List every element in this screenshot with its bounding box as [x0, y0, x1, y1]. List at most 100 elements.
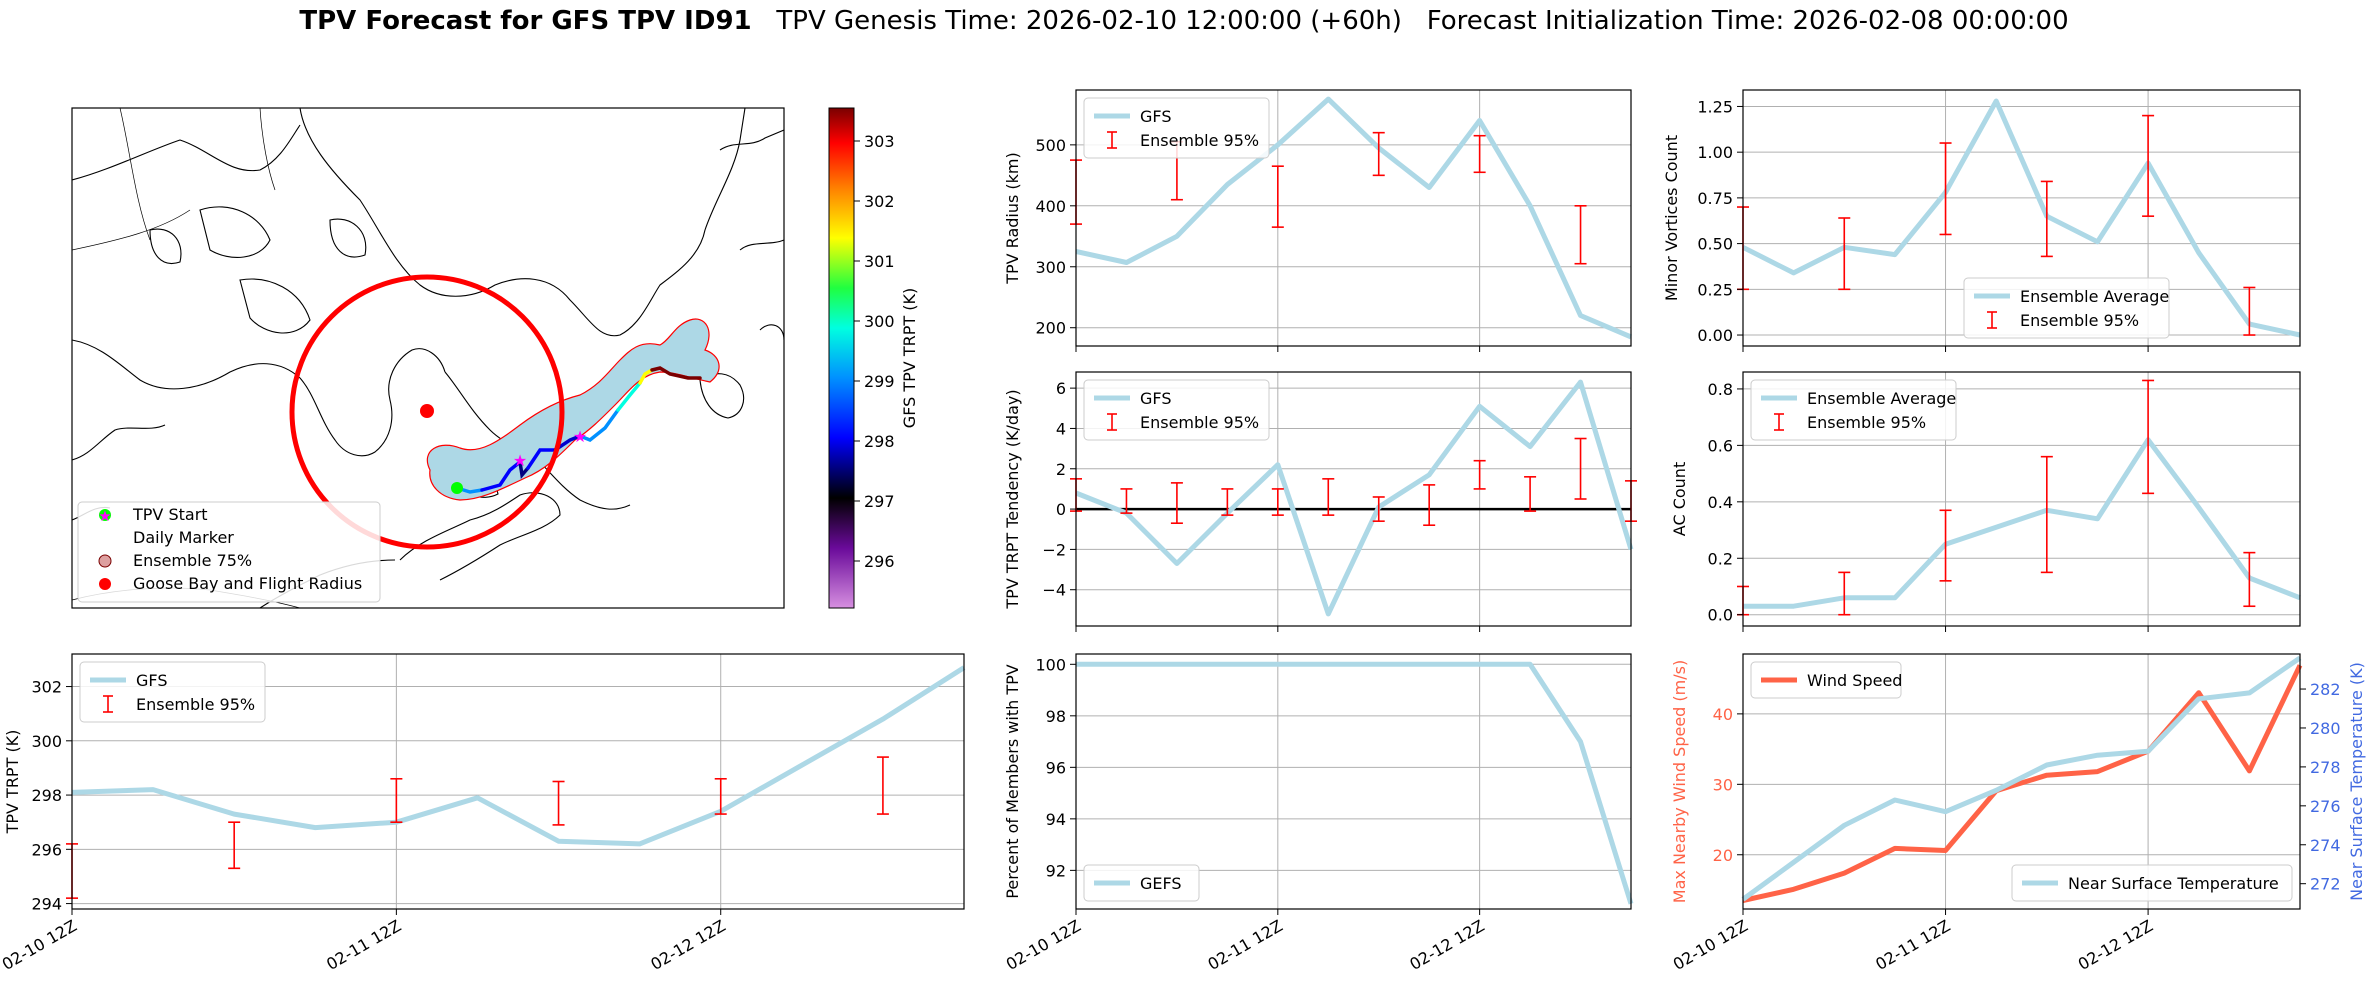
chart-wind: 20 30 40 Max Nearby Wind Speed (m/s) 272 274 2…	[1670, 653, 2366, 974]
map-legend-label: Goose Bay and Flight Radius	[133, 574, 362, 593]
y-tick-label: 96	[1046, 758, 1066, 777]
x-tick-label: 02-12 12Z	[647, 916, 728, 974]
flight-radius-circle	[289, 274, 565, 550]
errorbar	[2142, 114, 2155, 217]
legend: Ensemble Average Ensemble 95%	[1963, 277, 2170, 339]
errorbar	[2243, 286, 2256, 336]
map-panel: ★ ★ ★ TPV Start Daily Marker Ensemble 75…	[71, 107, 919, 609]
errorbar	[1524, 476, 1537, 512]
errorbar	[1574, 205, 1587, 265]
y-tick-label: 0.6	[1708, 436, 1733, 455]
colorbar-tick-label: 302	[864, 192, 895, 211]
colorbar-tick-label: 298	[864, 432, 895, 451]
x-tick-label: 02-10 12Z	[1670, 916, 1751, 974]
x-tick-label: 02-11 12Z	[1205, 916, 1286, 974]
y-tick-label: 0.50	[1697, 235, 1733, 254]
errorbar	[1271, 488, 1284, 516]
x-tick-label: 02-11 12Z	[323, 916, 404, 974]
plot-frame	[1075, 653, 1632, 910]
legend: GEFS	[1083, 864, 1200, 902]
y-tick-label: 1.25	[1697, 97, 1733, 116]
y-tick-label: 0.2	[1708, 549, 1733, 568]
y-tick-label: 500	[1035, 136, 1066, 155]
y-tick-label: 302	[31, 678, 62, 697]
errorbar	[1322, 478, 1335, 516]
coastline-hudson-bay	[72, 339, 446, 457]
y-tick-label: 30	[1713, 775, 1733, 794]
errorbar	[1939, 509, 1952, 582]
plot-frame	[1742, 653, 2301, 910]
coastline-europe	[699, 129, 784, 419]
y-tick-label: 40	[1713, 705, 1733, 724]
series-line-ensemble-average	[1741, 98, 2301, 338]
legend-label: GEFS	[1140, 874, 1182, 893]
errorbar	[1170, 482, 1183, 524]
tpv-track	[455, 366, 702, 494]
tpv-start-marker	[451, 482, 463, 494]
y-tick-label: 4	[1056, 419, 1066, 438]
y2-tick-label: 280	[2310, 719, 2341, 738]
plot-frame	[1075, 371, 1632, 627]
series-line-near-surface-temperature	[1741, 655, 2302, 902]
errorbar	[2040, 455, 2053, 574]
y-tick-label: 0	[1056, 500, 1066, 519]
y-tick-label: 294	[31, 895, 62, 914]
colorbar-tick-label: 300	[864, 312, 895, 331]
errorbar	[1120, 488, 1133, 514]
errorbar	[1271, 165, 1284, 228]
ensemble-75-region	[426, 318, 720, 501]
y-tick-label: 20	[1713, 846, 1733, 865]
title-init: Forecast Initialization Time: 2026-02-08…	[1426, 6, 2069, 36]
x-tick-label: 02-12 12Z	[2075, 916, 2156, 974]
y-tick-label: 100	[1035, 655, 1066, 674]
y2-tick-label: 276	[2310, 797, 2341, 816]
y-axis-label: AC Count	[1670, 462, 1689, 536]
daily-marker: ★	[573, 427, 587, 446]
daily-marker: ★	[513, 451, 527, 470]
chart-trpt: 294 296 298 300 302 TPV TRPT (K) 02-10 12Z 02-1…	[0, 653, 966, 974]
x-tick-label: 02-12 12Z	[1406, 916, 1487, 974]
colorbar-ticks: 303 302 301 300 299 298 297 296	[854, 132, 895, 571]
y-tick-label: 1.00	[1697, 143, 1733, 162]
y-tick-label: 200	[1035, 319, 1066, 338]
colorbar-tick-label: 303	[864, 132, 895, 151]
y-tick-label: 0.4	[1708, 493, 1733, 512]
errorbar	[1372, 496, 1385, 522]
errorbar	[228, 821, 241, 870]
errorbar	[1939, 142, 1952, 236]
y-axis-label: TPV TRPT Tendency (K/day)	[1003, 389, 1022, 609]
y2-tick-label: 282	[2310, 680, 2341, 699]
y2-tick-label: 278	[2310, 758, 2341, 777]
legend-label: Ensemble Average	[1807, 389, 1956, 408]
errorbar	[876, 756, 889, 815]
chart-radius: 200 300 400 500 TPV Radius (km) GFS Ensemble 9…	[1003, 89, 1632, 352]
plot-frame	[1742, 371, 2301, 627]
y-axis-label: TPV Radius (km)	[1003, 152, 1022, 285]
colorbar-tick-label: 297	[864, 492, 895, 511]
colorbar-tick-label: 299	[864, 372, 895, 391]
errorbar	[2243, 551, 2256, 608]
goose-bay-marker	[420, 404, 434, 418]
errorbar	[1473, 134, 1486, 174]
y-tick-label: 0.00	[1697, 326, 1733, 345]
legend: GFS Ensemble 95%	[1083, 97, 1270, 159]
title-genesis: TPV Genesis Time: 2026-02-10 12:00:00 (+…	[776, 6, 1402, 36]
map-legend-label: Ensemble 75%	[133, 551, 252, 570]
chart-tendency: −4 −2 0 2 4 6 TPV TRPT Tendency (K/day) GFS Ense…	[1003, 371, 1637, 632]
y-tick-label: 0.8	[1708, 380, 1733, 399]
legend: Ensemble Average Ensemble 95%	[1750, 379, 1957, 441]
border-lines	[72, 108, 301, 608]
errorbar	[390, 777, 403, 823]
errorbar	[1423, 484, 1436, 527]
figure-title: TPV Forecast for GFS TPV ID91 TPV Genesi…	[0, 6, 2368, 36]
errorbar	[2142, 379, 2155, 495]
y-tick-label: 298	[31, 786, 62, 805]
series-line-wind-speed	[1742, 664, 2303, 903]
coastline-arctic-islands	[72, 124, 367, 334]
map-legend-label: TPV Start	[132, 505, 208, 524]
y-tick-label: 296	[31, 840, 62, 859]
plot-frame	[1742, 89, 2301, 347]
y-tick-label: 6	[1056, 379, 1066, 398]
legend-label: GFS	[1140, 389, 1171, 408]
errorbar	[1221, 488, 1234, 516]
